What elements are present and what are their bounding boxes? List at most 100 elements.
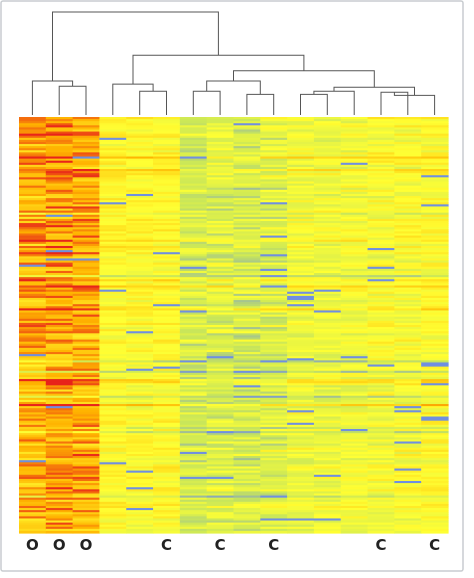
heatmap-cell <box>313 433 342 436</box>
heatmap-cell <box>260 200 288 203</box>
heatmap-cell <box>206 291 235 295</box>
heatmap-cell <box>153 387 181 391</box>
heatmap-cell <box>233 312 261 316</box>
heatmap-cell <box>421 137 449 141</box>
heatmap-cell <box>19 472 47 476</box>
heatmap-cell <box>313 281 342 284</box>
heatmap-cell <box>179 429 208 432</box>
heatmap-cell <box>19 433 47 436</box>
heatmap-cell <box>72 183 101 187</box>
heatmap-cell <box>19 268 47 272</box>
heatmap-cell <box>19 451 47 455</box>
heatmap-cell <box>45 391 74 395</box>
heatmap-cell <box>126 121 154 124</box>
heatmap-cell <box>287 200 315 203</box>
heatmap-cell <box>72 418 101 422</box>
heatmap-cell <box>421 510 449 513</box>
heatmap-cell <box>340 370 369 374</box>
heatmap-cell <box>233 422 261 426</box>
heatmap-cell <box>233 141 261 145</box>
heatmap-cell <box>153 208 181 212</box>
heatmap-cell <box>99 266 127 270</box>
heatmap-cell <box>421 437 449 440</box>
heatmap-cell <box>260 233 288 237</box>
heatmap-cell <box>99 117 127 120</box>
heatmap-cell <box>153 516 181 520</box>
heatmap-cell <box>153 119 181 122</box>
heatmap-cell <box>313 233 342 237</box>
heatmap-cell <box>99 366 127 370</box>
heatmap-cell <box>99 420 127 424</box>
heatmap-cell <box>45 410 74 413</box>
heatmap-cell <box>260 410 288 413</box>
heatmap-cell <box>45 364 74 368</box>
heatmap-cell <box>99 131 127 135</box>
heatmap-cell <box>394 343 422 347</box>
heatmap-cell <box>233 372 261 376</box>
heatmap-cell <box>340 169 369 172</box>
heatmap-cell <box>72 399 101 403</box>
heatmap-cell <box>19 460 47 463</box>
heatmap-cell <box>394 275 422 278</box>
heatmap-cell <box>206 164 235 168</box>
heatmap-cell <box>72 137 101 141</box>
heatmap-cell <box>394 300 422 303</box>
heatmap-cell <box>233 117 261 120</box>
heatmap-cell <box>233 229 261 232</box>
heatmap-cell <box>45 166 74 170</box>
heatmap-cell <box>206 293 235 297</box>
heatmap-cell <box>367 181 395 185</box>
heatmap-cell <box>313 439 342 443</box>
heatmap-cell <box>287 493 315 497</box>
heatmap-cell <box>99 196 127 199</box>
heatmap-cell <box>153 485 181 488</box>
heatmap-cell <box>340 364 369 368</box>
heatmap-cell <box>72 210 101 214</box>
heatmap-cell <box>260 418 288 422</box>
heatmap-cell <box>421 497 449 501</box>
heatmap-cell <box>340 250 369 253</box>
heatmap-cell <box>340 287 369 291</box>
heatmap-cell <box>72 117 101 120</box>
heatmap-cell <box>179 530 208 534</box>
heatmap-cell <box>260 422 288 426</box>
heatmap-cell <box>179 191 208 195</box>
heatmap-cell <box>72 335 101 339</box>
heatmap-cell <box>421 125 449 128</box>
heatmap-cell <box>179 179 208 183</box>
heatmap-cell <box>233 318 261 322</box>
heatmap-cell <box>233 483 261 486</box>
heatmap-cell <box>421 306 449 309</box>
heatmap-cell <box>287 320 315 324</box>
heatmap-cell <box>99 206 127 210</box>
heatmap-cell <box>260 516 288 520</box>
heatmap-cell <box>153 483 181 486</box>
heatmap-cell <box>153 214 181 218</box>
heatmap-cell <box>72 162 101 166</box>
heatmap-cell <box>340 503 369 507</box>
heatmap-cell <box>394 196 422 199</box>
heatmap-cell <box>126 414 154 418</box>
heatmap-cell <box>72 141 101 145</box>
heatmap-cell <box>126 370 154 374</box>
heatmap-cell <box>260 345 288 349</box>
heatmap-cell <box>233 179 261 183</box>
heatmap-cell <box>72 379 101 382</box>
heatmap-cell <box>99 191 127 195</box>
heatmap-cell <box>367 127 395 131</box>
heatmap-cell <box>421 129 449 133</box>
heatmap-cell <box>206 300 235 303</box>
heatmap-cell <box>19 141 47 145</box>
heatmap-cell <box>153 447 181 451</box>
heatmap-cell <box>99 279 127 282</box>
heatmap-cell <box>72 254 101 257</box>
heatmap-cell <box>367 520 395 524</box>
heatmap-cell <box>19 501 47 505</box>
heatmap-cell <box>394 389 422 393</box>
heatmap-cell <box>340 233 369 237</box>
heatmap-cell <box>233 254 261 257</box>
heatmap-cell <box>72 125 101 128</box>
heatmap-cell <box>233 295 261 299</box>
heatmap-cell <box>421 241 449 245</box>
